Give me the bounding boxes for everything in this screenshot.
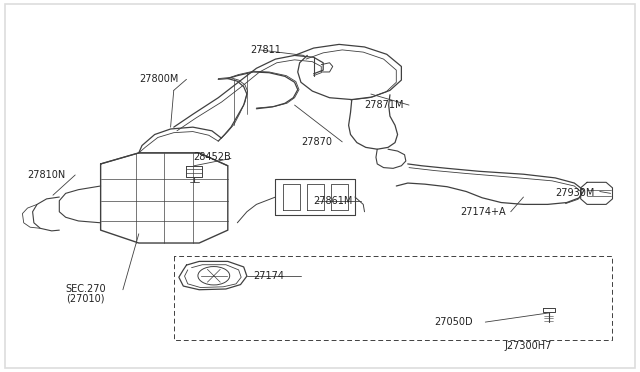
Text: 27930M: 27930M xyxy=(556,188,595,198)
Text: SEC.270: SEC.270 xyxy=(66,284,106,294)
Text: 27810N: 27810N xyxy=(28,170,66,180)
Text: 27174: 27174 xyxy=(253,271,284,281)
Text: 27861M: 27861M xyxy=(314,196,353,206)
Text: 27050D: 27050D xyxy=(435,317,473,327)
Text: 27870: 27870 xyxy=(301,137,332,147)
Text: 28452B: 28452B xyxy=(193,151,230,161)
Text: 27871M: 27871M xyxy=(365,100,404,110)
Text: 27811: 27811 xyxy=(250,45,281,55)
Text: (27010): (27010) xyxy=(66,293,104,303)
Text: 27800M: 27800M xyxy=(139,74,178,84)
Text: J27300H7: J27300H7 xyxy=(504,341,552,351)
Text: 27174+A: 27174+A xyxy=(460,207,506,217)
